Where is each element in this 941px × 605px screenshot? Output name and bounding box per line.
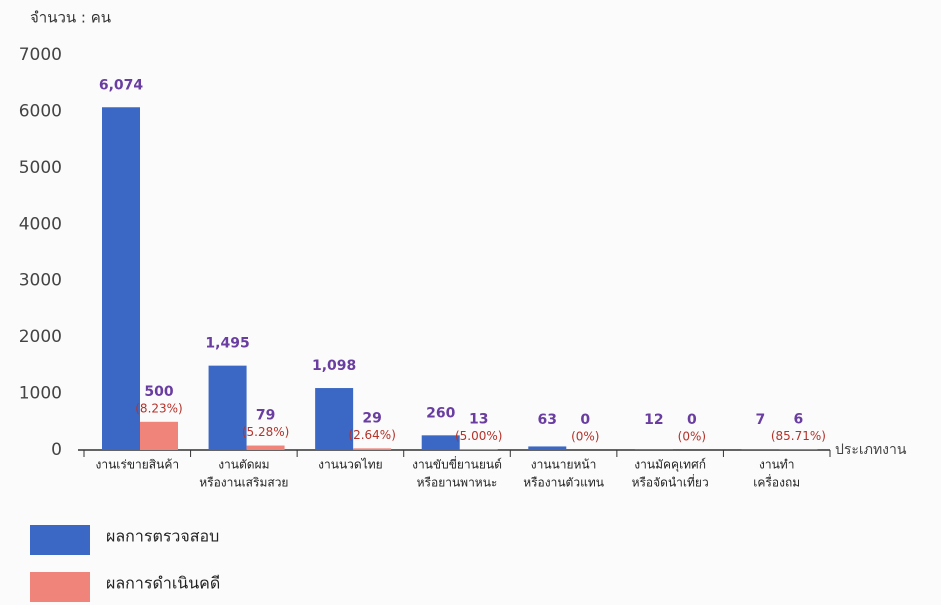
x-axis-label: ประเภทงาน [835, 442, 907, 458]
percent-label: (85.71%) [771, 429, 826, 443]
y-tick-label: 6000 [19, 101, 62, 121]
bar [634, 449, 673, 450]
value-label: 1,098 [312, 358, 356, 374]
x-tick-label: งานนวดไทย [318, 458, 383, 472]
bar [102, 107, 140, 450]
legend-swatch [30, 572, 90, 602]
value-label: 6,074 [99, 77, 144, 93]
legend-label: ผลการตรวจสอบ [106, 527, 219, 546]
bar [315, 388, 354, 450]
y-tick-label: 2000 [19, 327, 62, 347]
bar [459, 449, 498, 450]
value-label: 260 [426, 405, 455, 421]
y-tick-label: 5000 [19, 158, 62, 178]
y-tick-label: 3000 [19, 271, 62, 291]
bar [353, 448, 392, 450]
value-label: 12 [644, 412, 663, 428]
percent-label: (0%) [571, 430, 599, 444]
value-label: 500 [144, 384, 173, 400]
value-label: 63 [538, 412, 557, 428]
bar [140, 421, 178, 450]
value-label: 6 [794, 412, 804, 428]
value-label: 13 [469, 411, 488, 427]
value-label: 0 [687, 412, 697, 428]
bar [208, 365, 247, 450]
legend-swatch [30, 525, 90, 555]
value-label: 7 [756, 412, 766, 428]
x-tick-label: เครื่องถม [753, 474, 800, 490]
y-tick-label: 0 [51, 440, 62, 460]
x-tick-label: หรืองานเสริมสวย [199, 476, 288, 490]
value-label: 29 [362, 410, 381, 426]
y-tick-label: 4000 [19, 214, 62, 234]
y-tick-label: 7000 [19, 45, 62, 65]
value-label: 0 [580, 412, 590, 428]
x-tick-label: งานทำ [759, 458, 794, 472]
legend-label: ผลการดำเนินคดี [106, 574, 220, 593]
x-tick-label: หรืองานตัวแทน [523, 476, 604, 490]
value-label: 79 [256, 408, 275, 424]
x-tick-label: งานนายหน้า [531, 458, 597, 472]
x-tick-label: หรือยานพาหนะ [417, 476, 498, 490]
x-tick-label: งานขับขี่ยานยนต์ [412, 456, 502, 472]
x-tick-label: หรือจัดนำเที่ยว [632, 474, 709, 490]
percent-label: (0%) [678, 430, 706, 444]
y-tick-label: 1000 [19, 384, 62, 404]
value-label: 1,495 [205, 336, 249, 352]
x-tick-label: งานตัดผม [218, 458, 269, 472]
percent-label: (5.28%) [242, 425, 289, 439]
percent-label: (5.00%) [455, 429, 502, 443]
x-tick-label: งานมัคคุเทศก์ [634, 458, 706, 473]
x-tick-label: งานเร่ขายสินค้า [95, 458, 179, 472]
bar [528, 446, 567, 450]
percent-label: (8.23%) [135, 401, 182, 415]
percent-label: (2.64%) [348, 428, 395, 442]
bar [246, 445, 285, 450]
bar [421, 435, 460, 450]
y-axis-label: จำนวน : คน [30, 9, 111, 27]
